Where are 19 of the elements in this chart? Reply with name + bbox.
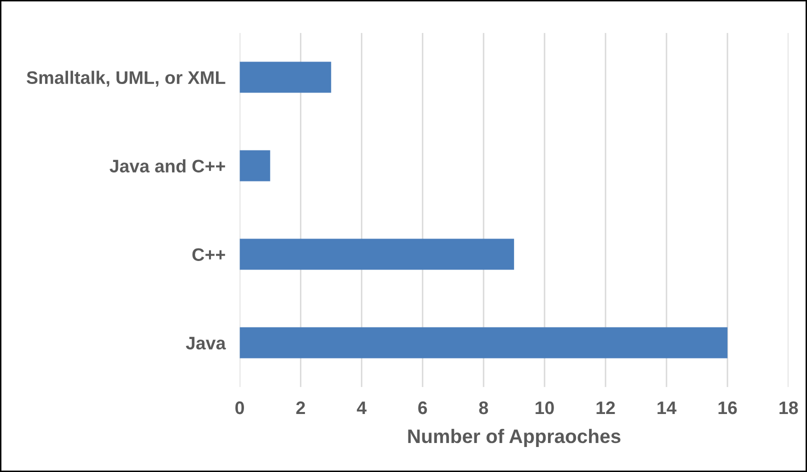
y-tick-label: Smalltalk, UML, or XML — [26, 70, 226, 87]
x-tick-label: 8 — [479, 401, 488, 414]
x-tick-label: 4 — [356, 402, 367, 414]
x-tick-label: 6 — [418, 401, 427, 414]
y-tick-label: C++ — [192, 248, 226, 262]
x-tick-label: 0 — [235, 401, 244, 414]
bar — [240, 150, 270, 182]
x-axis-title: Number of Appraoches — [408, 428, 620, 447]
y-tick-label: Java and C++ — [110, 159, 226, 173]
x-tick-label: 18 — [780, 401, 798, 414]
bar — [240, 62, 332, 93]
x-tick-label: 10 — [536, 401, 554, 414]
x-tick-label: 14 — [658, 402, 676, 414]
x-tick-label: 12 — [596, 401, 615, 414]
bar — [240, 238, 514, 270]
bar — [240, 327, 728, 358]
x-tick-label: 2 — [296, 401, 305, 414]
y-tick-label: Java — [186, 336, 226, 350]
x-tick-label: 16 — [718, 401, 737, 414]
